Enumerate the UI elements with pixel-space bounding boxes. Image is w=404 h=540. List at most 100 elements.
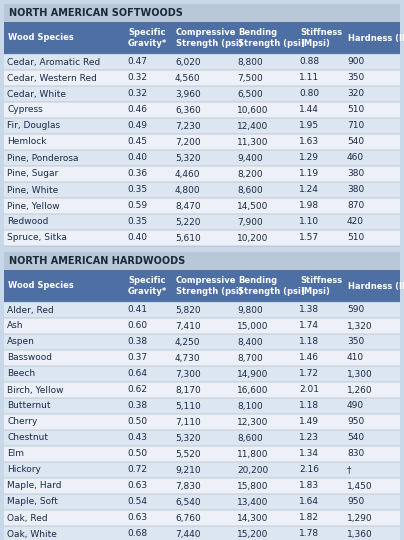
Text: 1.98: 1.98 xyxy=(299,201,319,211)
Text: 540: 540 xyxy=(347,138,364,146)
Text: 380: 380 xyxy=(347,186,364,194)
Text: 1.78: 1.78 xyxy=(299,530,319,538)
Text: 1.46: 1.46 xyxy=(299,354,319,362)
Text: 0.36: 0.36 xyxy=(127,170,147,179)
Text: Maple, Hard: Maple, Hard xyxy=(7,482,61,490)
Text: Butternut: Butternut xyxy=(7,402,50,410)
Bar xyxy=(4,118,400,134)
Text: 350: 350 xyxy=(347,338,364,347)
Text: Oak, Red: Oak, Red xyxy=(7,514,48,523)
Text: 0.47: 0.47 xyxy=(127,57,147,66)
Text: 6,360: 6,360 xyxy=(175,105,201,114)
Text: Hickory: Hickory xyxy=(7,465,41,475)
Text: 12,300: 12,300 xyxy=(237,417,268,427)
Text: 1.72: 1.72 xyxy=(299,369,319,379)
Bar xyxy=(4,70,400,86)
Text: 0.37: 0.37 xyxy=(127,354,147,362)
Bar xyxy=(4,270,400,302)
Bar xyxy=(4,102,400,118)
Text: 6,760: 6,760 xyxy=(175,514,201,523)
Text: 1,300: 1,300 xyxy=(347,369,373,379)
Text: 8,200: 8,200 xyxy=(237,170,263,179)
Text: Fir, Douglas: Fir, Douglas xyxy=(7,122,60,131)
Text: 0.63: 0.63 xyxy=(127,482,147,490)
Text: 15,200: 15,200 xyxy=(237,530,268,538)
Text: 0.35: 0.35 xyxy=(127,186,147,194)
Bar xyxy=(4,494,400,510)
Text: 1.38: 1.38 xyxy=(299,306,319,314)
Text: 0.60: 0.60 xyxy=(127,321,147,330)
Text: Birch, Yellow: Birch, Yellow xyxy=(7,386,63,395)
Bar xyxy=(4,430,400,446)
Bar xyxy=(4,302,400,318)
Text: NORTH AMERICAN HARDWOODS: NORTH AMERICAN HARDWOODS xyxy=(9,256,185,266)
Text: 0.54: 0.54 xyxy=(127,497,147,507)
Text: 9,400: 9,400 xyxy=(237,153,263,163)
Text: 4,560: 4,560 xyxy=(175,73,201,83)
Text: 8,100: 8,100 xyxy=(237,402,263,410)
Bar xyxy=(4,446,400,462)
Bar xyxy=(4,86,400,102)
Text: 0.49: 0.49 xyxy=(127,122,147,131)
Text: 540: 540 xyxy=(347,434,364,442)
Text: 8,170: 8,170 xyxy=(175,386,201,395)
Text: 4,730: 4,730 xyxy=(175,354,201,362)
Text: 4,800: 4,800 xyxy=(175,186,201,194)
Text: 6,540: 6,540 xyxy=(175,497,201,507)
Bar xyxy=(4,182,400,198)
Text: 5,320: 5,320 xyxy=(175,434,201,442)
Text: 9,800: 9,800 xyxy=(237,306,263,314)
Text: Redwood: Redwood xyxy=(7,218,48,226)
Text: 900: 900 xyxy=(347,57,364,66)
Text: NORTH AMERICAN SOFTWOODS: NORTH AMERICAN SOFTWOODS xyxy=(9,8,183,18)
Text: 830: 830 xyxy=(347,449,364,458)
Text: 8,800: 8,800 xyxy=(237,57,263,66)
Text: 1,320: 1,320 xyxy=(347,321,372,330)
Text: 0.72: 0.72 xyxy=(127,465,147,475)
Bar xyxy=(4,198,400,214)
Text: 870: 870 xyxy=(347,201,364,211)
Text: 1,290: 1,290 xyxy=(347,514,372,523)
Text: 5,520: 5,520 xyxy=(175,449,201,458)
Text: 0.32: 0.32 xyxy=(127,90,147,98)
Text: 0.43: 0.43 xyxy=(127,434,147,442)
Text: 1.23: 1.23 xyxy=(299,434,319,442)
Text: 7,830: 7,830 xyxy=(175,482,201,490)
Text: 5,220: 5,220 xyxy=(175,218,200,226)
Text: Wood Species: Wood Species xyxy=(8,33,74,43)
Text: 14,300: 14,300 xyxy=(237,514,268,523)
Bar xyxy=(4,134,400,150)
Bar xyxy=(4,510,400,526)
Text: Specific
Gravity*: Specific Gravity* xyxy=(128,276,167,295)
Text: Hardness (lb): Hardness (lb) xyxy=(348,281,404,291)
Text: Cedar, Aromatic Red: Cedar, Aromatic Red xyxy=(7,57,100,66)
Text: 16,600: 16,600 xyxy=(237,386,269,395)
Text: †: † xyxy=(347,465,351,475)
Text: 0.68: 0.68 xyxy=(127,530,147,538)
Text: 1.57: 1.57 xyxy=(299,233,319,242)
Text: 14,900: 14,900 xyxy=(237,369,268,379)
Text: Alder, Red: Alder, Red xyxy=(7,306,54,314)
Bar xyxy=(4,230,400,246)
Text: 7,900: 7,900 xyxy=(237,218,263,226)
Text: 14,500: 14,500 xyxy=(237,201,268,211)
Text: 510: 510 xyxy=(347,105,364,114)
Text: 460: 460 xyxy=(347,153,364,163)
Text: Bending
Strength (psi): Bending Strength (psi) xyxy=(238,276,305,295)
Text: 1.19: 1.19 xyxy=(299,170,319,179)
Text: Compressive
Strength (psi): Compressive Strength (psi) xyxy=(176,29,243,48)
Text: 7,300: 7,300 xyxy=(175,369,201,379)
Bar xyxy=(4,366,400,382)
Text: 10,600: 10,600 xyxy=(237,105,269,114)
Text: 0.45: 0.45 xyxy=(127,138,147,146)
Text: Oak, White: Oak, White xyxy=(7,530,57,538)
Text: 0.50: 0.50 xyxy=(127,449,147,458)
Bar xyxy=(4,334,400,350)
Text: Ash: Ash xyxy=(7,321,23,330)
Text: 1.63: 1.63 xyxy=(299,138,319,146)
Bar xyxy=(4,526,400,540)
Text: 2.01: 2.01 xyxy=(299,386,319,395)
Text: 0.46: 0.46 xyxy=(127,105,147,114)
Text: 4,460: 4,460 xyxy=(175,170,200,179)
Text: 0.40: 0.40 xyxy=(127,153,147,163)
